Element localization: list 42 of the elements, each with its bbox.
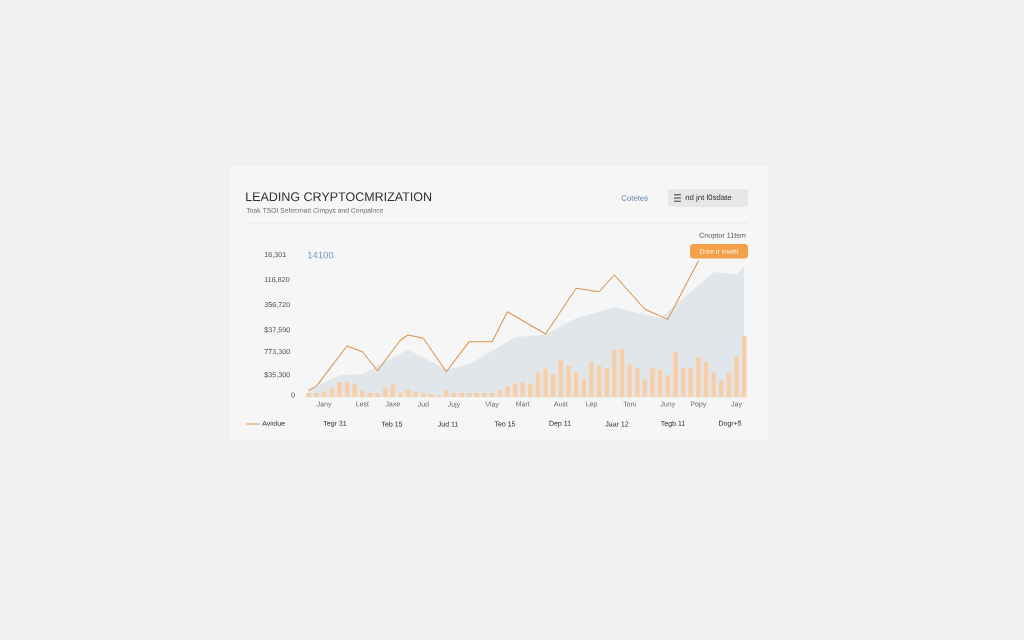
bar [673,352,678,398]
bar [482,392,487,398]
bar [558,360,564,398]
bar [375,392,380,398]
bar [734,356,739,398]
bar [352,383,357,398]
text: 14100 [307,251,334,259]
bar [444,390,449,398]
bar [337,382,342,398]
bar [512,383,518,398]
chart-title: LEADING CRYPTOCMRIZATION [246,192,432,202]
bar [520,382,525,398]
bar [528,383,533,398]
bar [428,394,434,398]
bar [665,375,671,398]
bar [459,392,464,398]
bar [680,368,686,398]
bar [329,387,334,398]
bar [619,349,625,398]
bar [688,368,693,398]
bar [696,357,701,398]
bar [398,392,403,398]
bar [566,365,571,398]
bar [314,392,319,398]
bar [604,368,609,398]
bar [711,372,716,398]
bar [421,392,426,398]
bar [627,364,632,398]
bar [405,390,411,398]
bar [612,349,617,398]
bar [589,361,594,398]
bar [360,390,365,398]
bar [497,390,503,398]
bar [344,382,350,398]
bar [382,387,388,398]
bar [719,380,724,398]
bar [581,379,587,398]
bar [543,368,548,398]
bar [635,368,640,398]
bar [650,368,655,398]
bar [505,386,510,398]
bar [642,379,648,398]
